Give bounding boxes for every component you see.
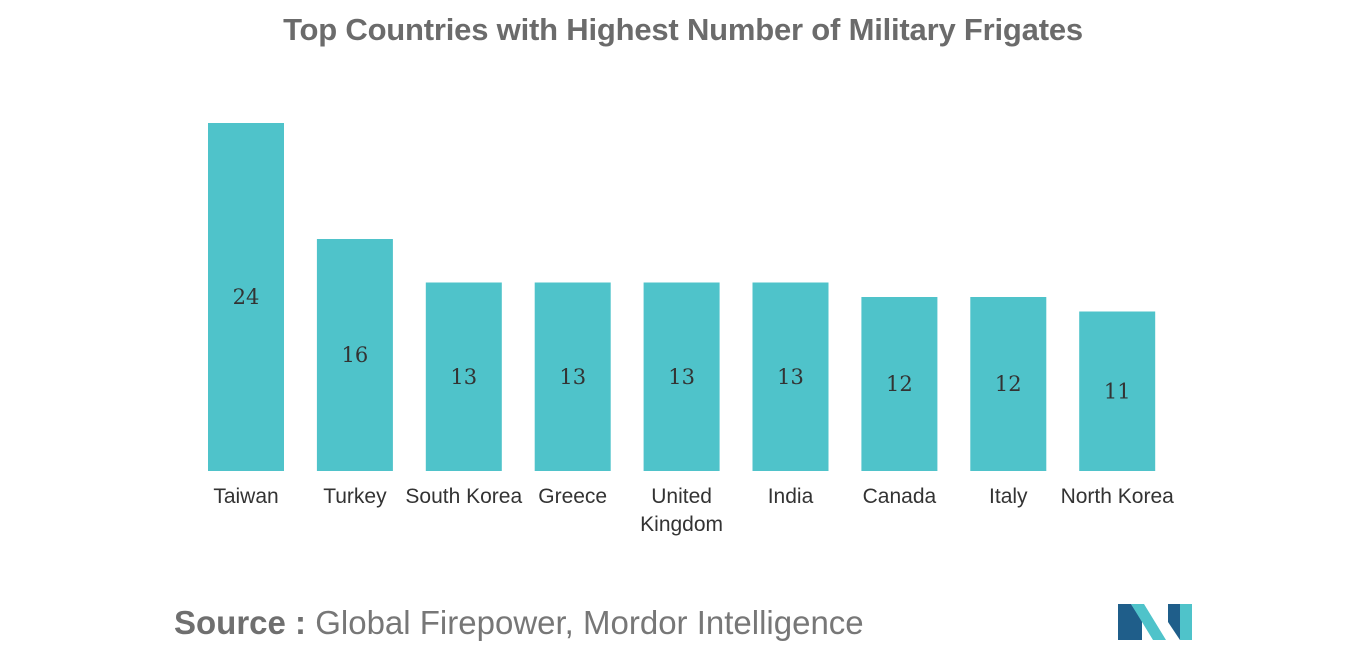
- chart-title: Top Countries with Highest Number of Mil…: [283, 12, 1083, 47]
- logo-left-dark: [1118, 604, 1142, 640]
- logo-mid-light: [1131, 604, 1166, 640]
- data-label-india: 13: [777, 365, 804, 389]
- bar-south-korea: [425, 282, 502, 471]
- data-label-north-korea: 11: [1104, 379, 1131, 403]
- category-labels-layer: Taiwan Turkey South Korea Greece United Kingd…: [213, 485, 1174, 536]
- bar-india: [752, 282, 829, 471]
- data-label-canada: 12: [886, 372, 913, 396]
- data-label-united-kingdom: 13: [668, 365, 695, 389]
- category-label-north-korea: North Korea: [1061, 485, 1175, 508]
- data-label-taiwan: 24: [233, 285, 260, 309]
- logo-right-dark: [1168, 604, 1180, 640]
- category-label-united-kingdom: United Kingdom: [640, 485, 723, 536]
- category-label-turkey: Turkey: [323, 485, 387, 508]
- bar-taiwan: [208, 123, 284, 471]
- bar-greece: [534, 282, 611, 471]
- source-note: Source : Global Firepower, Mordor Intell…: [174, 604, 864, 642]
- data-label-italy: 12: [995, 372, 1022, 396]
- data-label-greece: 13: [559, 365, 586, 389]
- category-label-canada: Canada: [863, 485, 937, 508]
- bars-layer: [208, 123, 1156, 471]
- category-label-taiwan: Taiwan: [213, 485, 278, 508]
- bar-italy: [970, 297, 1047, 471]
- bar-united-kingdom: [643, 282, 720, 471]
- category-label-south-korea: South Korea: [405, 485, 522, 508]
- category-label-italy: Italy: [989, 485, 1028, 508]
- bar-turkey: [316, 239, 393, 471]
- data-label-south-korea: 13: [450, 365, 477, 389]
- category-label-india: India: [768, 485, 814, 508]
- logo-right-light: [1180, 604, 1192, 640]
- bar-canada: [861, 297, 938, 471]
- data-label-turkey: 16: [342, 343, 369, 367]
- bar-chart: 24 16 13 13 13 13 12 12 11 Taiwan Turkey South Kor…: [208, 123, 1174, 536]
- source-prefix: Source :: [174, 604, 307, 641]
- data-labels-layer: 24 16 13 13 13 13 12 12 11: [233, 285, 1131, 403]
- company-logo: [1118, 604, 1192, 640]
- source-text: Global Firepower, Mordor Intelligence: [315, 604, 864, 641]
- category-label-greece: Greece: [538, 485, 607, 508]
- bar-north-korea: [1079, 311, 1156, 471]
